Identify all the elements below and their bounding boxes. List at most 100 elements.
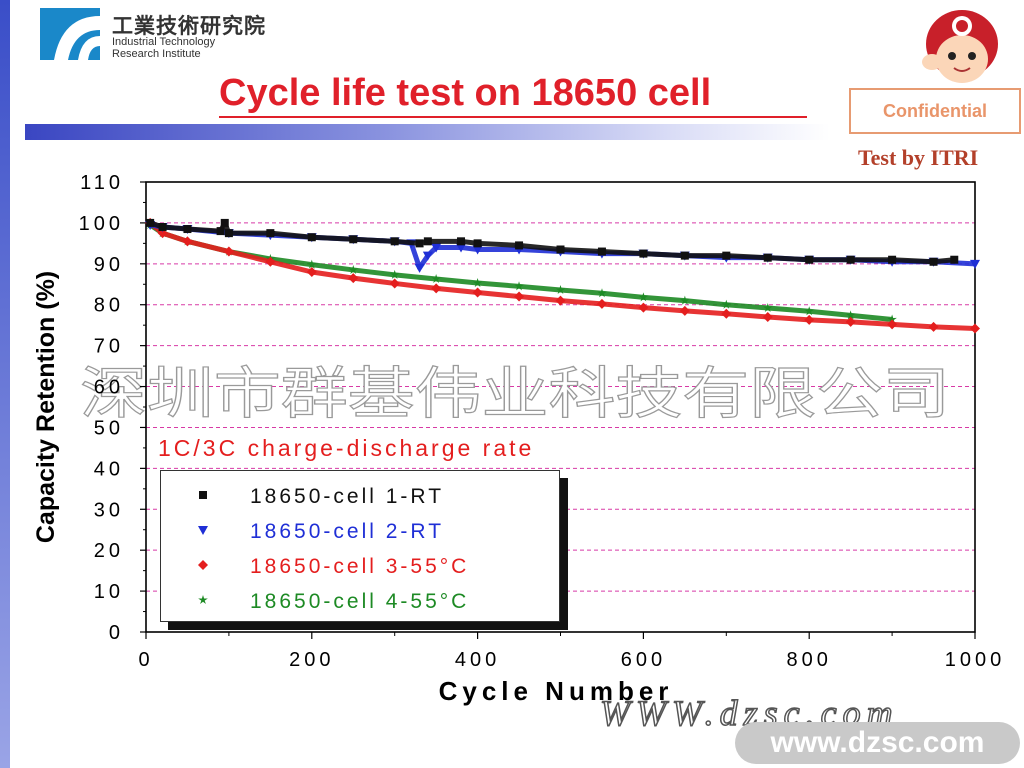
legend-entry-label: 18650-cell 4-55°C (250, 590, 469, 613)
data-point (472, 278, 483, 288)
legend-marker (198, 526, 208, 535)
data-point (348, 273, 359, 284)
y-tick-label: 10 (94, 581, 124, 603)
data-point (183, 225, 192, 234)
data-point (431, 274, 441, 283)
y-tick-label: 40 (94, 458, 124, 480)
series-1 (146, 218, 959, 266)
x-tick-label: 1000 (945, 649, 1006, 671)
legend-marker (198, 560, 208, 570)
data-point (348, 265, 358, 274)
test-by-label: Test by ITRI (858, 145, 979, 170)
series-3-trace (148, 220, 976, 331)
legend-marker (199, 491, 207, 499)
data-point (722, 251, 731, 260)
data-point (265, 256, 276, 267)
data-point (220, 218, 229, 227)
data-point (845, 316, 856, 327)
data-point (472, 287, 483, 298)
left-accent-bar (0, 0, 10, 768)
data-point (721, 299, 732, 309)
data-point (950, 255, 959, 264)
data-point (422, 251, 433, 261)
y-tick-label: 110 (80, 172, 124, 194)
title-underline (219, 116, 807, 118)
data-point (638, 292, 649, 302)
y-tick-label: 100 (79, 213, 124, 235)
confidential-badge: Confidential (849, 88, 1021, 134)
header-band (25, 124, 830, 140)
data-point (556, 245, 565, 254)
data-point (431, 283, 442, 294)
legend (160, 470, 560, 622)
y-tick-label: 20 (94, 540, 124, 562)
data-point (970, 323, 980, 334)
data-point (307, 233, 316, 242)
data-point (555, 285, 566, 294)
rate-annotation: 1C/3C charge-discharge rate (158, 435, 534, 461)
data-point (515, 241, 524, 250)
data-point (182, 236, 193, 247)
data-point (638, 302, 649, 313)
org-name-english-line2: Research Institute (112, 48, 201, 60)
legend-entry-label: 18650-cell 1-RT (250, 485, 444, 508)
y-tick-label: 60 (94, 377, 124, 399)
data-point (970, 259, 980, 269)
data-point (762, 312, 773, 322)
data-point (457, 237, 466, 246)
data-point (224, 229, 233, 238)
org-name-english-line1: Industrial Technology (112, 36, 216, 48)
data-point (472, 245, 483, 255)
data-point (805, 255, 814, 264)
data-point (804, 306, 814, 316)
data-point (415, 239, 424, 248)
data-point (423, 237, 432, 246)
data-point (597, 247, 606, 256)
x-tick-label: 0 (138, 649, 153, 671)
data-point (266, 229, 275, 238)
y-tick-label: 30 (94, 499, 124, 521)
y-tick-label: 90 (94, 254, 124, 276)
data-point (473, 239, 482, 248)
data-point (928, 321, 939, 332)
x-axis-label: Cycle Number (439, 676, 674, 706)
itri-logo (40, 8, 100, 60)
data-point (804, 314, 815, 325)
series-3 (145, 217, 980, 334)
data-point (223, 246, 234, 257)
data-point (390, 237, 399, 246)
data-point (596, 298, 607, 309)
data-point (887, 319, 898, 330)
data-point (414, 263, 425, 273)
x-tick-label: 600 (621, 649, 666, 671)
data-point (555, 295, 566, 306)
data-point (721, 308, 732, 319)
y-tick-label: 70 (94, 336, 124, 358)
x-tick-label: 200 (289, 649, 334, 671)
data-point (763, 253, 772, 262)
data-point (389, 278, 400, 289)
x-tick-label: 400 (455, 649, 500, 671)
legend-entry-label: 18650-cell 3-55°C (250, 555, 469, 578)
data-point (456, 243, 467, 253)
data-point (514, 281, 524, 291)
data-point (349, 235, 358, 244)
watermark-url: www.dzsc.com (735, 722, 1020, 764)
data-point (158, 223, 167, 231)
data-point (514, 291, 525, 302)
org-name-chinese: 工業技術研究院 (112, 14, 266, 38)
y-axis-label: Capacity Retention (%) (32, 271, 60, 543)
data-point (680, 251, 689, 260)
data-point (763, 303, 773, 312)
legend-marker (198, 595, 208, 604)
x-tick-label: 800 (787, 649, 832, 671)
data-point (306, 267, 317, 277)
y-tick-label: 0 (109, 622, 124, 644)
mascot-icon (922, 10, 998, 83)
data-point (887, 314, 897, 324)
watermark-chinese: 深圳市群基伟业科技有限公司 (80, 362, 950, 427)
data-point (216, 227, 225, 236)
data-point (431, 243, 442, 253)
data-point (680, 295, 690, 305)
